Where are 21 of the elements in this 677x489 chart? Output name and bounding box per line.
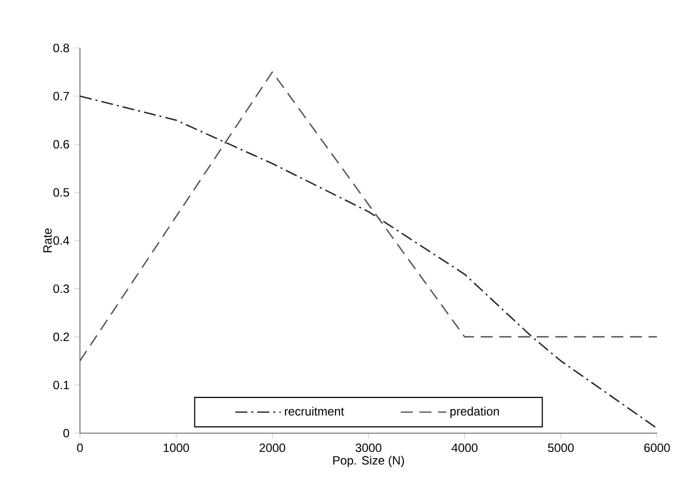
x-tick-label: 4000 xyxy=(452,443,478,452)
x-tick-label: 0 xyxy=(77,443,83,452)
y-tick-label: 0.1 xyxy=(53,380,69,390)
y-axis-title: Rate xyxy=(43,228,52,252)
y-tick-label: 0.6 xyxy=(53,140,70,148)
y-tick-label: 0.5 xyxy=(53,188,70,197)
x-tick-label: 5000 xyxy=(548,443,574,452)
y-tick-label: 0.8 xyxy=(53,44,70,52)
y-tick-label: 0.7 xyxy=(53,92,69,100)
x-tick-label: 6000 xyxy=(644,443,670,452)
x-tick-label: 3000 xyxy=(356,443,382,452)
legend-label: recruitment xyxy=(284,406,344,416)
y-tick-label: 0 xyxy=(63,428,70,438)
x-tick-label: 1000 xyxy=(164,443,190,452)
line-series xyxy=(80,95,658,429)
y-tick-label: 0.3 xyxy=(53,284,70,293)
x-tick-label: 2000 xyxy=(260,443,286,452)
legend-label: predation xyxy=(450,406,499,418)
x-axis-title: Pop. Size (N) xyxy=(333,456,404,467)
y-tick-label: 0.4 xyxy=(53,236,70,245)
y-tick-label: 0.2 xyxy=(53,332,69,342)
